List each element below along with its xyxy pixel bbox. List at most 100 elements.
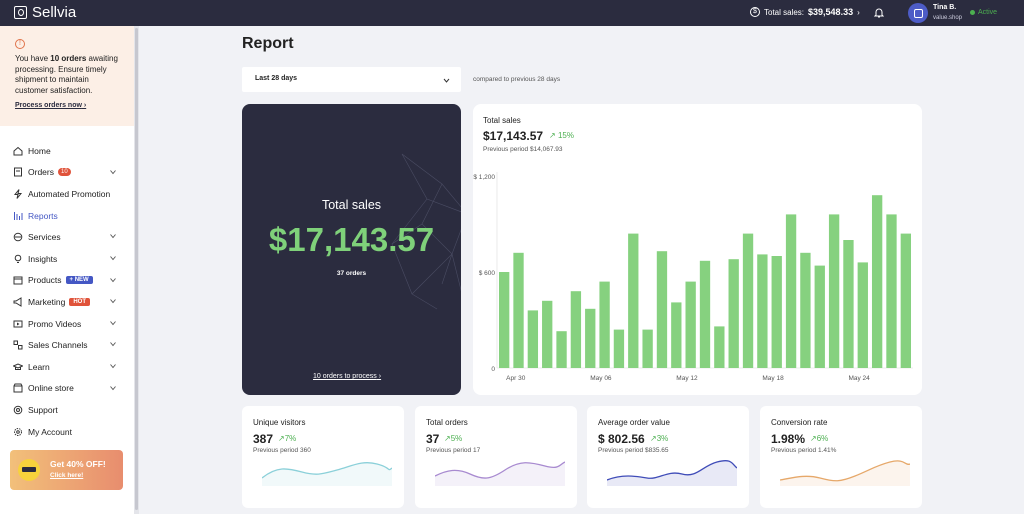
home-icon — [13, 146, 23, 156]
products-icon — [13, 275, 23, 285]
bar — [757, 254, 768, 368]
kpi-previous: Previous period 360 — [253, 447, 311, 454]
kpi-growth-value: 3% — [656, 434, 669, 443]
bar — [556, 331, 567, 368]
sidebar-item-reports[interactable]: Reports — [0, 205, 134, 227]
hero-title: Total sales — [321, 198, 382, 212]
support-icon — [13, 405, 23, 415]
sidebar-item-support[interactable]: Support — [0, 399, 134, 421]
process-orders-link[interactable]: Process orders now › — [15, 102, 87, 109]
bell-icon[interactable] — [874, 7, 884, 18]
bar — [671, 302, 682, 368]
sales-value: $17,143.57 — [483, 129, 544, 143]
nav-badge: + NEW — [65, 276, 93, 285]
orders-alert: ! You have 10 orders awaiting processing… — [0, 26, 134, 126]
x-tick-label: Apr 30 — [506, 375, 526, 382]
kpi-card-total-orders: Total orders 37 ↗5% Previous period 17 — [415, 406, 577, 508]
x-tick-label: May 12 — [676, 375, 698, 382]
sales-growth: ↗ 15% — [549, 131, 574, 140]
chevron-right-icon: › — [857, 7, 860, 17]
status-text: Active — [978, 9, 998, 16]
orders-icon — [13, 167, 23, 177]
chevron-down-icon — [110, 277, 116, 282]
sidebar-scrollbar[interactable] — [134, 26, 139, 514]
bar — [800, 252, 811, 368]
kpi-value: 1.98% — [771, 432, 806, 446]
chevron-down-icon — [110, 385, 116, 390]
alert-text-bold: 10 orders — [50, 54, 87, 63]
kpi-sparkline — [435, 461, 565, 486]
scrollbar-thumb[interactable] — [135, 28, 138, 510]
kpi-growth: ↗5% — [444, 434, 463, 443]
bar — [685, 281, 696, 368]
total-sales-summary[interactable]: $ Total sales: $39,548.33 › — [750, 7, 860, 17]
bar — [785, 214, 797, 368]
alert-text-post: awaiting processing. Ensure timely shipm… — [15, 54, 118, 95]
kpi-title: Average order value — [598, 418, 670, 427]
bar — [513, 252, 524, 368]
y-tick-label: 0 — [491, 366, 495, 373]
kpi-sparkline — [607, 460, 737, 486]
reports-icon — [13, 211, 23, 221]
sidebar-item-insights[interactable]: Insights — [0, 248, 134, 270]
kpi-card-average-order-value: Average order value $ 802.56 ↗3% Previou… — [587, 406, 749, 508]
network-decoration-icon — [391, 153, 461, 310]
sidebar-item-learn[interactable]: Learn — [0, 356, 134, 378]
chevron-down-icon — [110, 299, 116, 304]
sidebar-item-my-account[interactable]: My Account — [0, 421, 134, 443]
user-shop: value.shop — [933, 15, 963, 21]
sidebar-item-marketing[interactable]: Marketing HOT — [0, 291, 134, 313]
total-sales-label: Total sales: — [764, 7, 805, 17]
chevron-down-icon — [443, 78, 450, 83]
sidebar-item-orders[interactable]: Orders 10 — [0, 162, 134, 184]
sidebar-item-label: Support — [28, 404, 58, 415]
sidebar-item-label: Orders — [28, 167, 54, 178]
bar — [599, 281, 610, 368]
bar — [828, 214, 840, 368]
status-badge: Active — [970, 9, 997, 16]
kpi-title: Total orders — [426, 418, 468, 427]
hero-value: $17,143.57 — [268, 221, 435, 258]
sidebar-item-promo-videos[interactable]: Promo Videos — [0, 313, 134, 335]
bar — [742, 233, 754, 368]
sidebar-item-online-store[interactable]: Online store — [0, 378, 134, 400]
bulb-icon — [13, 254, 23, 264]
sidebar-item-sales-channels[interactable]: Sales Channels — [0, 334, 134, 356]
sidebar: ! You have 10 orders awaiting processing… — [0, 26, 134, 514]
sidebar-item-label: Services — [28, 232, 61, 243]
avatar[interactable] — [908, 3, 928, 23]
store-icon — [13, 383, 23, 393]
sidebar-item-label: Reports — [28, 210, 58, 221]
logo-icon — [14, 6, 27, 19]
kpi-value: 37 — [426, 432, 440, 446]
promo-banner[interactable]: Get 40% OFF! Click here! — [10, 450, 123, 490]
video-icon — [13, 319, 23, 329]
sidebar-item-automated-promotion[interactable]: Automated Promotion — [0, 183, 134, 205]
bar — [527, 310, 539, 368]
promo-title: Get 40% OFF! — [50, 459, 106, 469]
sidebar-item-products[interactable]: Products + NEW — [0, 270, 134, 292]
bar — [814, 265, 825, 368]
bolt-icon — [13, 189, 23, 199]
user-icon — [913, 8, 923, 18]
orders-to-process-text: 10 orders to process — [313, 373, 377, 380]
user-name: Tina B. — [933, 4, 957, 11]
period-select[interactable]: Last 28 days — [242, 67, 461, 92]
logo[interactable]: Sellvia — [14, 4, 76, 21]
kpi-sparkline — [262, 462, 392, 486]
chevron-down-icon — [110, 320, 116, 325]
sidebar-item-home[interactable]: Home — [0, 140, 134, 162]
kpi-previous: Previous period 17 — [426, 447, 481, 454]
bar — [642, 329, 653, 368]
orders-to-process-link[interactable]: 10 orders to process › — [313, 373, 382, 380]
total-sales-chart-card: Total sales $17,143.57 ↗ 15% Previous pe… — [473, 104, 922, 395]
kpi-card-unique-visitors: Unique visitors 387 ↗7% Previous period … — [242, 406, 404, 508]
period-value: Last 28 days — [255, 75, 298, 82]
alert-text: You have 10 orders awaiting processing. … — [15, 54, 119, 96]
services-icon — [13, 232, 23, 242]
status-dot-icon — [970, 10, 975, 15]
compare-text: compared to previous 28 days — [473, 76, 561, 83]
sidebar-item-services[interactable]: Services — [0, 226, 134, 248]
page-title: Report — [242, 35, 294, 52]
promo-link[interactable]: Click here! — [50, 472, 84, 479]
